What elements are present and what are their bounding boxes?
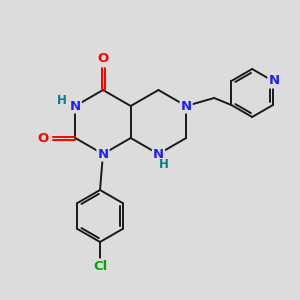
- Text: N: N: [70, 100, 81, 112]
- Text: N: N: [153, 148, 164, 160]
- Text: N: N: [268, 74, 280, 88]
- Text: H: H: [57, 94, 67, 107]
- Text: N: N: [181, 100, 192, 112]
- Text: H: H: [158, 158, 168, 172]
- Text: O: O: [98, 52, 109, 64]
- Text: O: O: [38, 131, 49, 145]
- Text: N: N: [98, 148, 109, 160]
- Text: Cl: Cl: [93, 260, 107, 272]
